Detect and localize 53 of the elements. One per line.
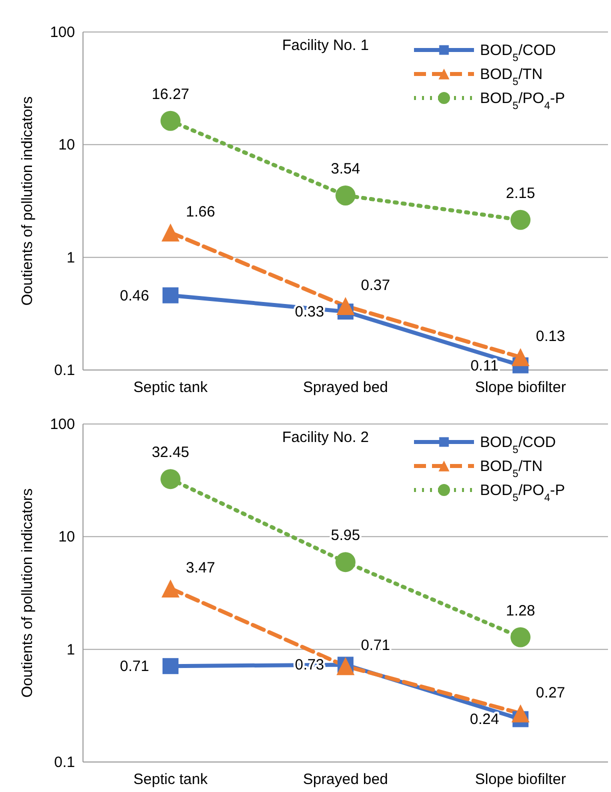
data-label: 0.71 [120,658,150,676]
data-label: 5.95 [330,527,360,544]
x-tick-label: Sprayed bed [302,379,388,396]
point [162,287,178,304]
legend-label: BOD$_{5}$/COD [480,434,556,456]
data-label: 0.27 [536,684,566,702]
x-tick-label: Sprayed bed [302,771,388,788]
x-tick-label: Slope biofilter [475,379,566,396]
chart-title: Facility No. 1 [282,37,369,54]
data-label: 0.13 [536,328,566,346]
point [162,579,180,598]
x-tick-label: Septic tank [133,379,208,396]
data-label: 16.27 [152,86,190,103]
y-tick-label: 100 [50,24,75,41]
point [162,658,178,674]
y-tick-label: 10 [58,528,75,546]
y-tick-label: 1 [66,249,75,266]
point [160,469,180,490]
legend-label: BOD$_{5}$/PO$_{4}$-P [480,482,566,504]
y-tick-label: 10 [58,136,75,154]
legend-label: BOD$_{5}$/TN [480,66,543,88]
y-tick-label: 0.1 [54,754,75,771]
y-tick-label: 100 [50,416,75,433]
point [510,627,530,648]
point [512,348,530,366]
point [510,210,530,230]
data-label: 0.46 [120,287,150,304]
point [336,552,356,572]
data-label: 2.15 [506,184,536,202]
point [162,224,180,242]
x-tick-label: Slope biofilter [475,771,566,788]
x-tick-label: Septic tank [133,771,208,788]
point [336,185,356,206]
data-label: 0.37 [360,276,390,294]
legend-label: BOD$_{5}$/TN [480,458,543,480]
data-label: 0.11 [470,357,499,374]
y-tick-label: 1 [66,641,75,658]
data-label: 0.24 [470,711,500,728]
legend-label: BOD$_{5}$/PO$_{4}$-P [480,90,566,112]
data-label: 1.66 [186,204,216,221]
y-axis-title: Ooutients of pollution indicators [19,488,36,698]
data-label: 32.45 [152,444,190,462]
legend-label: BOD$_{5}$/COD [480,42,556,64]
data-label: 3.47 [186,559,216,576]
chart-title: Facility No. 2 [282,429,369,446]
data-label: 3.54 [330,160,360,178]
data-label: 0.71 [360,637,390,654]
data-label: 1.28 [506,602,536,620]
point [160,110,180,131]
point [512,704,530,722]
y-tick-label: 0.1 [54,362,75,379]
y-axis-title: Ooutients of pollution indicators [19,96,36,306]
point [336,296,354,315]
